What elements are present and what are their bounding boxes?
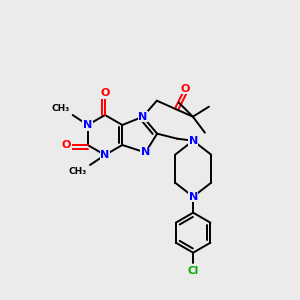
Text: N: N — [188, 136, 198, 146]
Text: N: N — [83, 120, 92, 130]
Text: O: O — [100, 88, 110, 98]
Text: N: N — [100, 150, 109, 160]
Text: N: N — [188, 192, 198, 202]
Text: O: O — [62, 140, 71, 150]
Text: O: O — [180, 84, 190, 94]
Text: CH₃: CH₃ — [69, 167, 87, 176]
Text: CH₃: CH₃ — [51, 104, 70, 113]
Text: N: N — [141, 148, 150, 158]
Text: Cl: Cl — [188, 266, 199, 276]
Text: N: N — [138, 112, 148, 122]
